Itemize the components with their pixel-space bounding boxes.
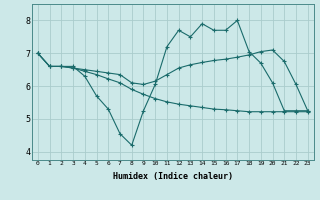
X-axis label: Humidex (Indice chaleur): Humidex (Indice chaleur) [113, 172, 233, 181]
